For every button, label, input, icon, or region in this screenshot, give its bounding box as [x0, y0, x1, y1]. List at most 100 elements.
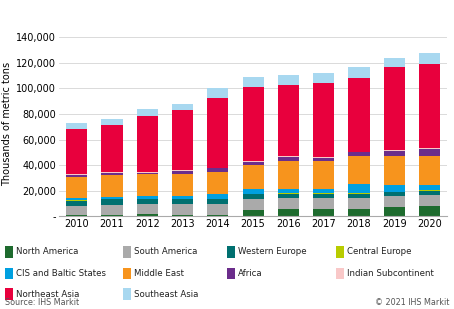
Bar — [419, 156, 440, 184]
Text: CIS and Baltic States: CIS and Baltic States — [16, 269, 106, 278]
Bar — [242, 210, 264, 216]
Bar — [278, 156, 299, 157]
Bar — [419, 206, 440, 216]
Bar — [172, 104, 193, 110]
Bar — [242, 165, 264, 189]
Bar — [172, 171, 193, 174]
Y-axis label: Thousands of metric tons: Thousands of metric tons — [2, 61, 12, 186]
Bar — [348, 153, 370, 156]
Bar — [66, 175, 87, 176]
Bar — [384, 193, 405, 197]
Bar — [242, 189, 264, 193]
Bar — [207, 88, 228, 98]
Bar — [348, 198, 370, 209]
Bar — [137, 214, 158, 216]
Bar — [101, 205, 123, 215]
Bar — [384, 150, 405, 151]
Bar — [419, 148, 440, 150]
Bar — [207, 194, 228, 198]
Bar — [384, 58, 405, 67]
Text: Central Europe: Central Europe — [347, 247, 412, 256]
Bar — [419, 184, 440, 190]
Bar — [242, 194, 264, 199]
Bar — [313, 158, 334, 161]
Bar — [348, 78, 370, 152]
Text: Northeast Asia: Northeast Asia — [16, 290, 79, 299]
Bar — [207, 204, 228, 215]
Bar — [242, 199, 264, 210]
Bar — [419, 195, 440, 206]
Bar — [137, 196, 158, 199]
Bar — [313, 209, 334, 216]
Bar — [207, 168, 228, 172]
Bar — [66, 198, 87, 200]
Bar — [313, 157, 334, 158]
Bar — [207, 172, 228, 194]
Bar — [278, 74, 299, 85]
Text: South America: South America — [134, 247, 197, 256]
Bar — [348, 67, 370, 78]
Bar — [348, 152, 370, 153]
Bar — [313, 83, 334, 157]
Bar — [66, 215, 87, 216]
Bar — [101, 175, 123, 197]
Bar — [242, 77, 264, 87]
Bar — [66, 174, 87, 175]
Text: © 2021 IHS Markit: © 2021 IHS Markit — [375, 298, 449, 307]
Bar — [242, 162, 264, 165]
Bar — [172, 199, 193, 204]
Bar — [101, 199, 123, 205]
Bar — [278, 161, 299, 189]
Bar — [384, 184, 405, 192]
Text: North America: North America — [16, 247, 78, 256]
Bar — [384, 197, 405, 207]
Bar — [137, 116, 158, 172]
Text: Indian Subcontinent: Indian Subcontinent — [347, 269, 434, 278]
Bar — [66, 176, 87, 198]
Text: Middle East: Middle East — [134, 269, 184, 278]
Bar — [419, 150, 440, 156]
Bar — [348, 184, 370, 193]
Bar — [384, 156, 405, 184]
Text: Southeast Asia: Southeast Asia — [134, 290, 198, 299]
Text: Africa: Africa — [238, 269, 263, 278]
Bar — [384, 67, 405, 150]
Bar — [101, 172, 123, 173]
Bar — [172, 170, 193, 171]
Bar — [313, 193, 334, 198]
Text: Source: IHS Markit: Source: IHS Markit — [5, 298, 79, 307]
Bar — [348, 209, 370, 216]
Bar — [313, 73, 334, 83]
Bar — [66, 206, 87, 215]
Bar — [207, 198, 228, 199]
Bar — [172, 198, 193, 199]
Bar — [137, 172, 158, 175]
Bar — [172, 110, 193, 170]
Bar — [101, 215, 123, 216]
Bar — [384, 151, 405, 156]
Bar — [278, 85, 299, 156]
Bar — [242, 161, 264, 162]
Bar — [137, 199, 158, 204]
Bar — [101, 197, 123, 199]
Bar — [313, 161, 334, 189]
Bar — [207, 98, 228, 168]
Bar — [101, 173, 123, 175]
Bar — [101, 119, 123, 125]
Bar — [66, 129, 87, 174]
Bar — [313, 198, 334, 209]
Bar — [384, 207, 405, 216]
Bar — [137, 175, 158, 196]
Bar — [419, 53, 440, 64]
Bar — [172, 174, 193, 196]
Bar — [137, 204, 158, 214]
Bar — [278, 157, 299, 161]
Bar — [101, 125, 123, 172]
Bar — [313, 189, 334, 193]
Bar — [172, 196, 193, 198]
Bar — [137, 109, 158, 116]
Bar — [172, 215, 193, 216]
Bar — [242, 87, 264, 161]
Bar — [207, 199, 228, 204]
Bar — [207, 215, 228, 216]
